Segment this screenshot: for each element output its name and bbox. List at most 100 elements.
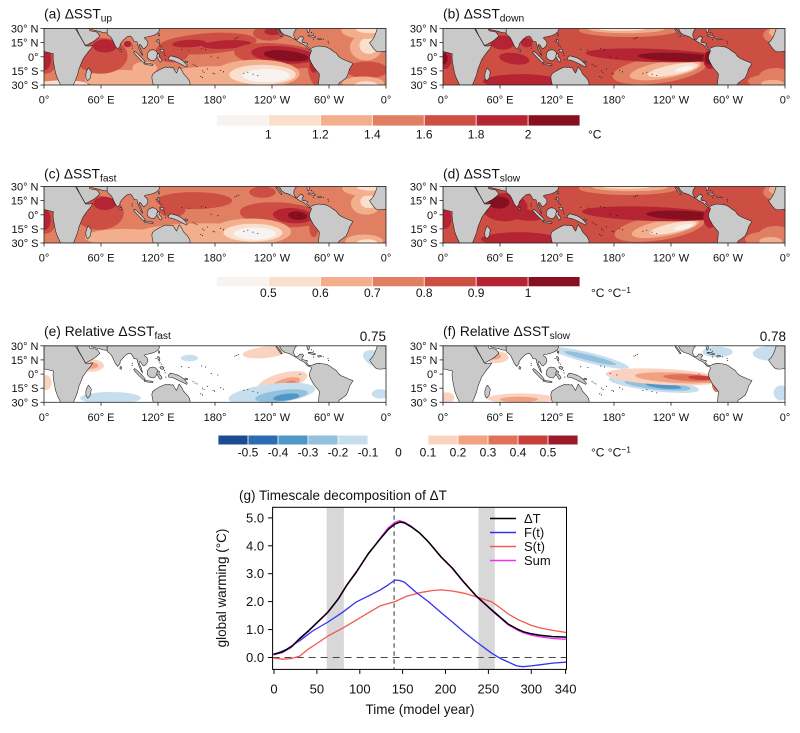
svg-text:15° N: 15° N bbox=[11, 196, 39, 208]
svg-text:F(t): F(t) bbox=[524, 525, 544, 540]
svg-text:150: 150 bbox=[392, 681, 414, 696]
svg-text:250: 250 bbox=[478, 681, 500, 696]
svg-text:120° E: 120° E bbox=[141, 253, 174, 265]
svg-text:0.9: 0.9 bbox=[468, 286, 485, 300]
svg-text:0.78: 0.78 bbox=[760, 329, 786, 344]
svg-text:0.1: 0.1 bbox=[420, 446, 437, 460]
svg-text:60° E: 60° E bbox=[486, 253, 513, 265]
svg-text:0.2: 0.2 bbox=[450, 446, 467, 460]
svg-text:°C: °C bbox=[588, 128, 602, 142]
svg-text:0°: 0° bbox=[438, 95, 449, 107]
svg-text:15° S: 15° S bbox=[11, 224, 38, 236]
svg-text:1.6: 1.6 bbox=[416, 128, 433, 142]
svg-text:0.5: 0.5 bbox=[260, 286, 277, 300]
svg-text:30° N: 30° N bbox=[11, 24, 39, 36]
svg-text:15° N: 15° N bbox=[410, 355, 438, 367]
svg-text:15° S: 15° S bbox=[410, 224, 437, 236]
svg-text:Sum: Sum bbox=[524, 553, 551, 568]
svg-text:15° S: 15° S bbox=[410, 66, 437, 78]
svg-text:0: 0 bbox=[270, 681, 277, 696]
svg-text:0: 0 bbox=[395, 446, 402, 460]
svg-text:1: 1 bbox=[525, 286, 532, 300]
svg-text:30° S: 30° S bbox=[11, 397, 38, 409]
svg-text:300: 300 bbox=[520, 681, 542, 696]
svg-text:15° S: 15° S bbox=[11, 66, 38, 78]
svg-text:0°: 0° bbox=[780, 412, 791, 424]
svg-text:0°: 0° bbox=[427, 52, 438, 64]
svg-text:1.4: 1.4 bbox=[364, 128, 381, 142]
svg-text:(f) Relative ΔSSTslow: (f) Relative ΔSSTslow bbox=[443, 324, 571, 342]
svg-text:15° S: 15° S bbox=[410, 383, 437, 395]
svg-text:30° N: 30° N bbox=[410, 24, 438, 36]
svg-text:(g) Timescale decomposition of: (g) Timescale decomposition of ΔT bbox=[239, 488, 447, 503]
svg-text:60° E: 60° E bbox=[87, 412, 114, 424]
svg-text:30° S: 30° S bbox=[410, 238, 437, 250]
svg-text:60° E: 60° E bbox=[87, 95, 114, 107]
svg-text:60° W: 60° W bbox=[314, 95, 345, 107]
svg-text:120° E: 120° E bbox=[141, 95, 174, 107]
svg-text:60° W: 60° W bbox=[713, 95, 744, 107]
svg-text:15° N: 15° N bbox=[11, 355, 39, 367]
svg-text:60° W: 60° W bbox=[713, 412, 744, 424]
svg-text:1.2: 1.2 bbox=[312, 128, 329, 142]
svg-text:15° N: 15° N bbox=[410, 38, 438, 50]
svg-text:0.75: 0.75 bbox=[360, 329, 386, 344]
svg-text:0°: 0° bbox=[28, 369, 39, 381]
svg-text:0°: 0° bbox=[438, 253, 449, 265]
svg-text:(e) Relative ΔSSTfast: (e) Relative ΔSSTfast bbox=[44, 324, 171, 342]
svg-text:180°: 180° bbox=[204, 253, 227, 265]
svg-text:-0.5: -0.5 bbox=[238, 446, 259, 460]
svg-text:30° N: 30° N bbox=[11, 341, 39, 353]
svg-text:120° W: 120° W bbox=[254, 253, 291, 265]
svg-text:0.7: 0.7 bbox=[364, 286, 381, 300]
svg-text:60° W: 60° W bbox=[314, 253, 345, 265]
svg-text:0°: 0° bbox=[39, 95, 50, 107]
svg-text:0°: 0° bbox=[780, 253, 791, 265]
svg-text:0°: 0° bbox=[381, 253, 392, 265]
svg-text:1: 1 bbox=[265, 128, 272, 142]
svg-text:15° S: 15° S bbox=[11, 383, 38, 395]
svg-text:120° E: 120° E bbox=[540, 253, 573, 265]
svg-text:30° N: 30° N bbox=[410, 341, 438, 353]
svg-text:Time (model year): Time (model year) bbox=[365, 702, 474, 717]
svg-text:180°: 180° bbox=[204, 95, 227, 107]
svg-text:-0.3: -0.3 bbox=[298, 446, 319, 460]
svg-text:-0.2: -0.2 bbox=[328, 446, 349, 460]
svg-text:200: 200 bbox=[435, 681, 457, 696]
svg-text:120° W: 120° W bbox=[653, 95, 690, 107]
svg-text:15° N: 15° N bbox=[11, 38, 39, 50]
svg-text:60° E: 60° E bbox=[87, 253, 114, 265]
svg-text:120° W: 120° W bbox=[254, 412, 291, 424]
svg-text:30° S: 30° S bbox=[410, 397, 437, 409]
svg-text:180°: 180° bbox=[603, 412, 626, 424]
svg-text:0°: 0° bbox=[780, 95, 791, 107]
svg-text:120° E: 120° E bbox=[540, 412, 573, 424]
svg-text:4.0: 4.0 bbox=[246, 538, 264, 553]
svg-text:0.4: 0.4 bbox=[510, 446, 527, 460]
svg-text:60° W: 60° W bbox=[713, 253, 744, 265]
svg-text:2.0: 2.0 bbox=[246, 594, 264, 609]
svg-text:(c) ΔSSTfast: (c) ΔSSTfast bbox=[44, 167, 117, 185]
svg-text:0.3: 0.3 bbox=[480, 446, 497, 460]
svg-text:0°: 0° bbox=[381, 412, 392, 424]
svg-text:(a) ΔSSTup: (a) ΔSSTup bbox=[44, 7, 112, 25]
svg-text:-0.1: -0.1 bbox=[358, 446, 379, 460]
svg-text:60° W: 60° W bbox=[314, 412, 345, 424]
svg-text:50: 50 bbox=[310, 681, 324, 696]
svg-text:0°: 0° bbox=[39, 412, 50, 424]
svg-text:120° E: 120° E bbox=[540, 95, 573, 107]
svg-text:0°: 0° bbox=[39, 253, 50, 265]
svg-text:30° S: 30° S bbox=[410, 80, 437, 92]
svg-text:ΔT: ΔT bbox=[524, 511, 541, 526]
svg-text:2: 2 bbox=[525, 128, 532, 142]
svg-text:0°: 0° bbox=[381, 95, 392, 107]
svg-text:100: 100 bbox=[349, 681, 371, 696]
svg-text:5.0: 5.0 bbox=[246, 510, 264, 525]
svg-text:120° W: 120° W bbox=[254, 95, 291, 107]
svg-text:-0.4: -0.4 bbox=[268, 446, 289, 460]
svg-text:0°: 0° bbox=[427, 369, 438, 381]
svg-text:340: 340 bbox=[555, 681, 577, 696]
svg-text:30° S: 30° S bbox=[11, 238, 38, 250]
svg-text:0.6: 0.6 bbox=[312, 286, 329, 300]
svg-text:0°: 0° bbox=[438, 412, 449, 424]
